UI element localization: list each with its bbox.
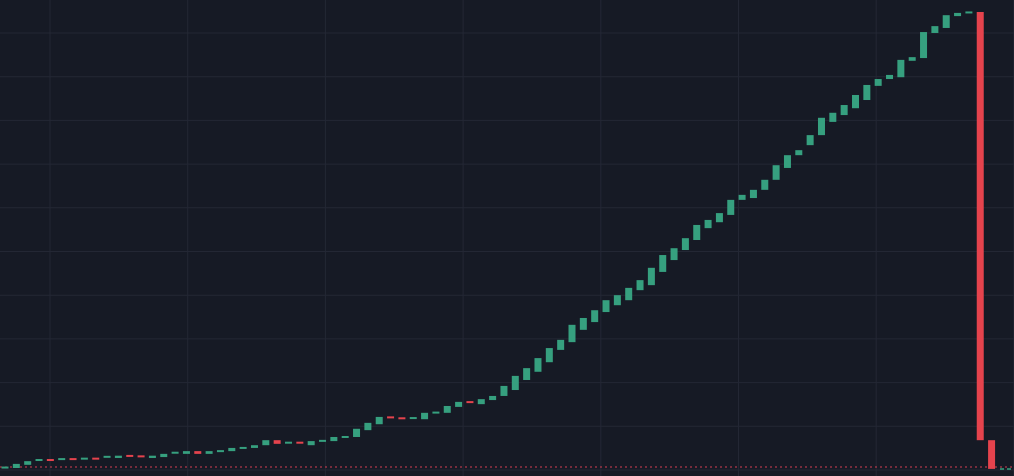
candle-down — [988, 440, 996, 469]
candle-down — [398, 417, 406, 420]
candle-down — [466, 401, 474, 404]
candle-down — [126, 454, 134, 457]
candle-up — [863, 84, 871, 101]
candle-up — [103, 455, 111, 458]
candle-up — [693, 224, 701, 240]
candle-up — [171, 451, 179, 454]
candle-up — [205, 451, 213, 454]
candle-down — [273, 440, 281, 444]
candle-up — [182, 451, 190, 454]
candle-up — [523, 368, 531, 380]
candle-up — [1, 466, 9, 469]
candle-up — [965, 11, 973, 14]
candle-up — [659, 255, 667, 272]
candle-down — [296, 441, 304, 444]
candle-up — [772, 165, 780, 180]
candle-up — [534, 358, 542, 372]
candle-up — [727, 199, 735, 215]
candles — [1, 11, 996, 469]
candle-down — [387, 416, 395, 419]
candle-up — [489, 395, 497, 401]
candle-up — [942, 15, 950, 28]
candle-up — [330, 436, 338, 442]
candle-up — [35, 459, 43, 462]
candle-up — [12, 463, 20, 468]
candle-up — [852, 94, 859, 109]
candle-up — [307, 441, 315, 446]
candle-up — [375, 416, 383, 425]
candle-up — [817, 117, 825, 136]
candle-up — [761, 179, 769, 190]
candle-up — [432, 411, 440, 414]
candle-up — [477, 399, 485, 405]
candle-up — [409, 417, 417, 420]
candle-up — [285, 441, 292, 444]
candle-up — [670, 248, 678, 261]
candle-up — [114, 455, 122, 458]
candle-up — [591, 310, 599, 323]
candle-up — [613, 295, 621, 306]
candle-up — [58, 458, 66, 461]
candle-up — [421, 412, 429, 420]
candle-up — [80, 457, 88, 460]
candle-up — [749, 189, 757, 199]
candle-up — [24, 461, 32, 465]
candle-up — [647, 267, 655, 286]
candle-up — [364, 422, 372, 431]
candle-up — [262, 440, 270, 446]
candle-up — [681, 238, 689, 251]
candle-up — [353, 428, 361, 437]
candle-up — [228, 447, 236, 452]
candle-up — [897, 59, 905, 78]
candle-up — [216, 450, 224, 453]
candle-up — [874, 79, 882, 86]
candle-up — [319, 439, 327, 442]
candle-up — [715, 213, 723, 223]
candle-up — [920, 32, 928, 59]
candle-up — [954, 12, 962, 17]
candle-down — [137, 455, 145, 458]
candle-up — [636, 280, 644, 291]
candle-down — [46, 459, 54, 462]
candle-up — [557, 339, 565, 350]
candle-up — [886, 74, 894, 80]
candle-up — [806, 135, 814, 146]
candle-up — [545, 348, 553, 363]
candle-up — [250, 445, 258, 448]
candle-up — [783, 155, 791, 168]
candle-up — [511, 375, 519, 391]
candle-up — [341, 435, 349, 438]
candle-down — [69, 458, 77, 461]
candle-up — [160, 453, 168, 458]
candle-up — [455, 401, 463, 407]
candle-up — [738, 194, 746, 200]
candle-up — [840, 105, 848, 116]
candle-up — [602, 300, 610, 313]
candle-down — [194, 451, 202, 454]
candle-down — [92, 457, 100, 460]
candle-up — [931, 26, 939, 33]
candle-up — [500, 385, 508, 396]
candle-up — [148, 455, 156, 458]
candle-down — [976, 12, 984, 441]
candle-up — [568, 324, 576, 343]
candle-up — [704, 219, 712, 229]
candle-up — [579, 317, 587, 330]
candle-up — [443, 405, 451, 413]
candle-up — [625, 287, 633, 301]
candle-up — [829, 112, 837, 122]
candle-up — [908, 57, 916, 61]
candle-up — [239, 446, 247, 449]
candle-up — [795, 150, 803, 156]
